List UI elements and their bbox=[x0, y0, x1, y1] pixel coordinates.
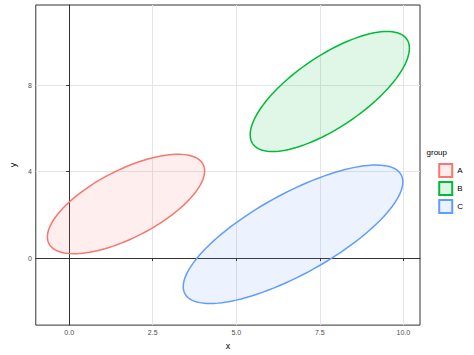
svg-text:2.5: 2.5 bbox=[148, 329, 158, 336]
svg-text:0: 0 bbox=[28, 255, 32, 262]
svg-text:4: 4 bbox=[28, 168, 32, 175]
svg-text:8: 8 bbox=[28, 82, 32, 89]
svg-text:group: group bbox=[427, 148, 448, 157]
svg-text:x: x bbox=[226, 341, 231, 351]
svg-text:A: A bbox=[457, 166, 463, 175]
svg-text:0.0: 0.0 bbox=[64, 329, 74, 336]
svg-text:y: y bbox=[8, 162, 18, 167]
svg-text:10.0: 10.0 bbox=[396, 329, 410, 336]
svg-text:7.5: 7.5 bbox=[315, 329, 325, 336]
svg-text:5.0: 5.0 bbox=[231, 329, 241, 336]
svg-text:C: C bbox=[457, 202, 463, 211]
svg-text:B: B bbox=[457, 184, 462, 193]
